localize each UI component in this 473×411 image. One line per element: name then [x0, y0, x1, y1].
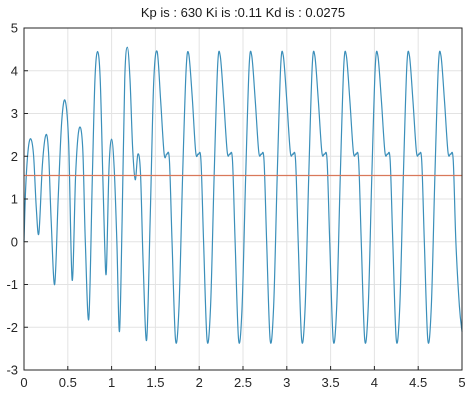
x-tick-label: 3.5 — [322, 375, 340, 390]
x-tick-label: 0.5 — [59, 375, 77, 390]
y-tick-label: 0 — [11, 234, 18, 249]
chart-title: Kp is : 630 Ki is :0.11 Kd is : 0.0275 — [140, 5, 346, 20]
y-tick-label: 3 — [11, 106, 18, 121]
y-tick-label: -2 — [6, 320, 18, 335]
y-tick-label: -3 — [6, 363, 18, 378]
x-tick-label: 4 — [371, 375, 378, 390]
x-tick-label: 3 — [283, 375, 290, 390]
y-tick-label: -1 — [6, 277, 18, 292]
y-tick-label: 5 — [11, 21, 18, 36]
x-tick-label: 2.5 — [234, 375, 252, 390]
y-tick-label: 1 — [11, 192, 18, 207]
x-tick-label: 0 — [20, 375, 27, 390]
y-tick-label: 2 — [11, 149, 18, 164]
response-series-line — [23, 46, 463, 344]
x-tick-label: 1 — [108, 375, 115, 390]
x-tick-label: 2 — [196, 375, 203, 390]
x-tick-label: 4.5 — [409, 375, 427, 390]
x-tick-label: 1.5 — [146, 375, 164, 390]
y-tick-label: 4 — [11, 63, 18, 78]
x-tick-label: 5 — [458, 375, 465, 390]
